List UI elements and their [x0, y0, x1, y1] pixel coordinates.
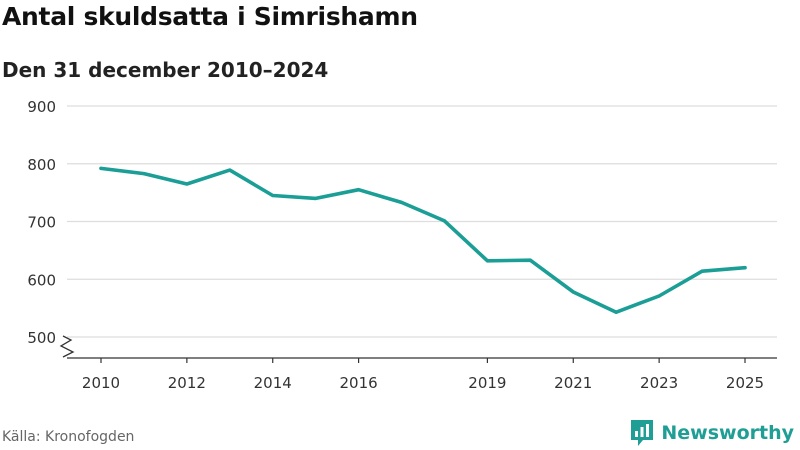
x-tick-label-2019: 2019 [468, 374, 506, 392]
brand-name: Newsworthy [661, 422, 794, 444]
source-note: Källa: Kronofogden [2, 429, 135, 445]
data-point-2012 [185, 182, 189, 186]
y-tick-label-500: 500 [27, 329, 56, 347]
axis-break-icon [59, 335, 75, 358]
data-point-2010 [99, 166, 103, 170]
data-point-2021 [571, 290, 575, 294]
newsworthy-logo-icon [631, 420, 654, 446]
data-point-2022 [614, 310, 618, 314]
x-tick-label-2021: 2021 [554, 374, 592, 392]
data-point-2020 [528, 258, 532, 262]
brand: Newsworthy [629, 418, 794, 448]
grid-layer [67, 105, 777, 338]
x-tick-label-2023: 2023 [640, 374, 678, 392]
data-point-2017 [399, 200, 404, 205]
axis-break-zigzag [59, 335, 75, 358]
data-point-2018 [442, 219, 447, 223]
y-tick-label-900: 900 [27, 98, 56, 116]
series-layer [99, 166, 747, 315]
data-point-2014 [271, 193, 275, 198]
data-point-2011 [142, 171, 146, 176]
x-tick-label-2010: 2010 [82, 374, 120, 392]
line-chart: 500 600 700 800 900 2010 2012 2014 2016 2019 2021… [27, 98, 777, 392]
x-tick-label-2025: 2025 [726, 374, 764, 392]
series-line-0 [99, 166, 747, 315]
y-tick-labels: 500 600 700 800 900 [27, 98, 56, 347]
data-point-2013 [228, 168, 232, 172]
data-point-2023 [657, 294, 661, 298]
x-tick-label-2014: 2014 [254, 374, 292, 392]
chart-title: Antal skuldsatta i Simrishamn [2, 2, 418, 31]
y-tick-label-600: 600 [27, 271, 56, 289]
data-point-2019 [485, 259, 489, 263]
y-tick-label-800: 800 [27, 156, 56, 174]
data-point-2025 [743, 266, 747, 270]
chart-subtitle: Den 31 december 2010–2024 [2, 58, 329, 82]
data-point-2024 [700, 269, 704, 273]
data-point-2015 [314, 196, 318, 200]
x-tick-label-2016: 2016 [340, 374, 378, 392]
x-axis: 2010 2012 2014 2016 2019 2021 2023 2025 [67, 357, 777, 392]
data-point-2016 [357, 188, 361, 192]
y-tick-label-700: 700 [27, 214, 56, 232]
x-tick-label-2012: 2012 [168, 374, 206, 392]
